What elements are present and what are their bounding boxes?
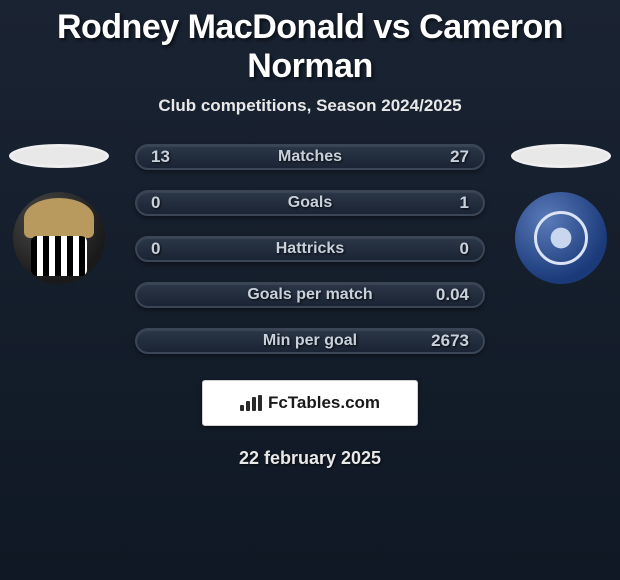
stat-label: Min per goal [263,332,357,350]
stat-row-matches: 13 Matches 27 [135,144,485,170]
right-player-column [506,144,616,284]
left-player-placeholder [9,144,109,168]
stat-row-goals: 0 Goals 1 [135,190,485,216]
right-club-badge [515,192,607,284]
left-player-column [4,144,114,284]
stats-area: 13 Matches 27 0 Goals 1 0 Hattricks 0 Go… [0,144,620,354]
stat-left-value: 0 [151,239,160,259]
stat-row-goals-per-match: Goals per match 0.04 [135,282,485,308]
bars-icon [240,395,262,411]
stat-right-value: 1 [460,193,469,213]
stat-row-hattricks: 0 Hattricks 0 [135,236,485,262]
page-title: Rodney MacDonald vs Cameron Norman [0,0,620,86]
stat-label: Hattricks [276,240,344,258]
stat-label: Goals [288,194,332,212]
left-club-badge [13,192,105,284]
stat-right-value: 2673 [431,331,469,351]
date: 22 february 2025 [0,448,620,469]
stat-row-min-per-goal: Min per goal 2673 [135,328,485,354]
stat-rows: 13 Matches 27 0 Goals 1 0 Hattricks 0 Go… [135,144,485,354]
stat-right-value: 0.04 [436,285,469,305]
stat-label: Goals per match [247,286,372,304]
stat-left-value: 13 [151,147,170,167]
stat-label: Matches [278,148,342,166]
brand-box[interactable]: FcTables.com [202,380,418,426]
stat-left-value: 0 [151,193,160,213]
stat-right-value: 27 [450,147,469,167]
subtitle: Club competitions, Season 2024/2025 [0,96,620,116]
stat-right-value: 0 [460,239,469,259]
right-player-placeholder [511,144,611,168]
brand-text: FcTables.com [268,393,380,413]
